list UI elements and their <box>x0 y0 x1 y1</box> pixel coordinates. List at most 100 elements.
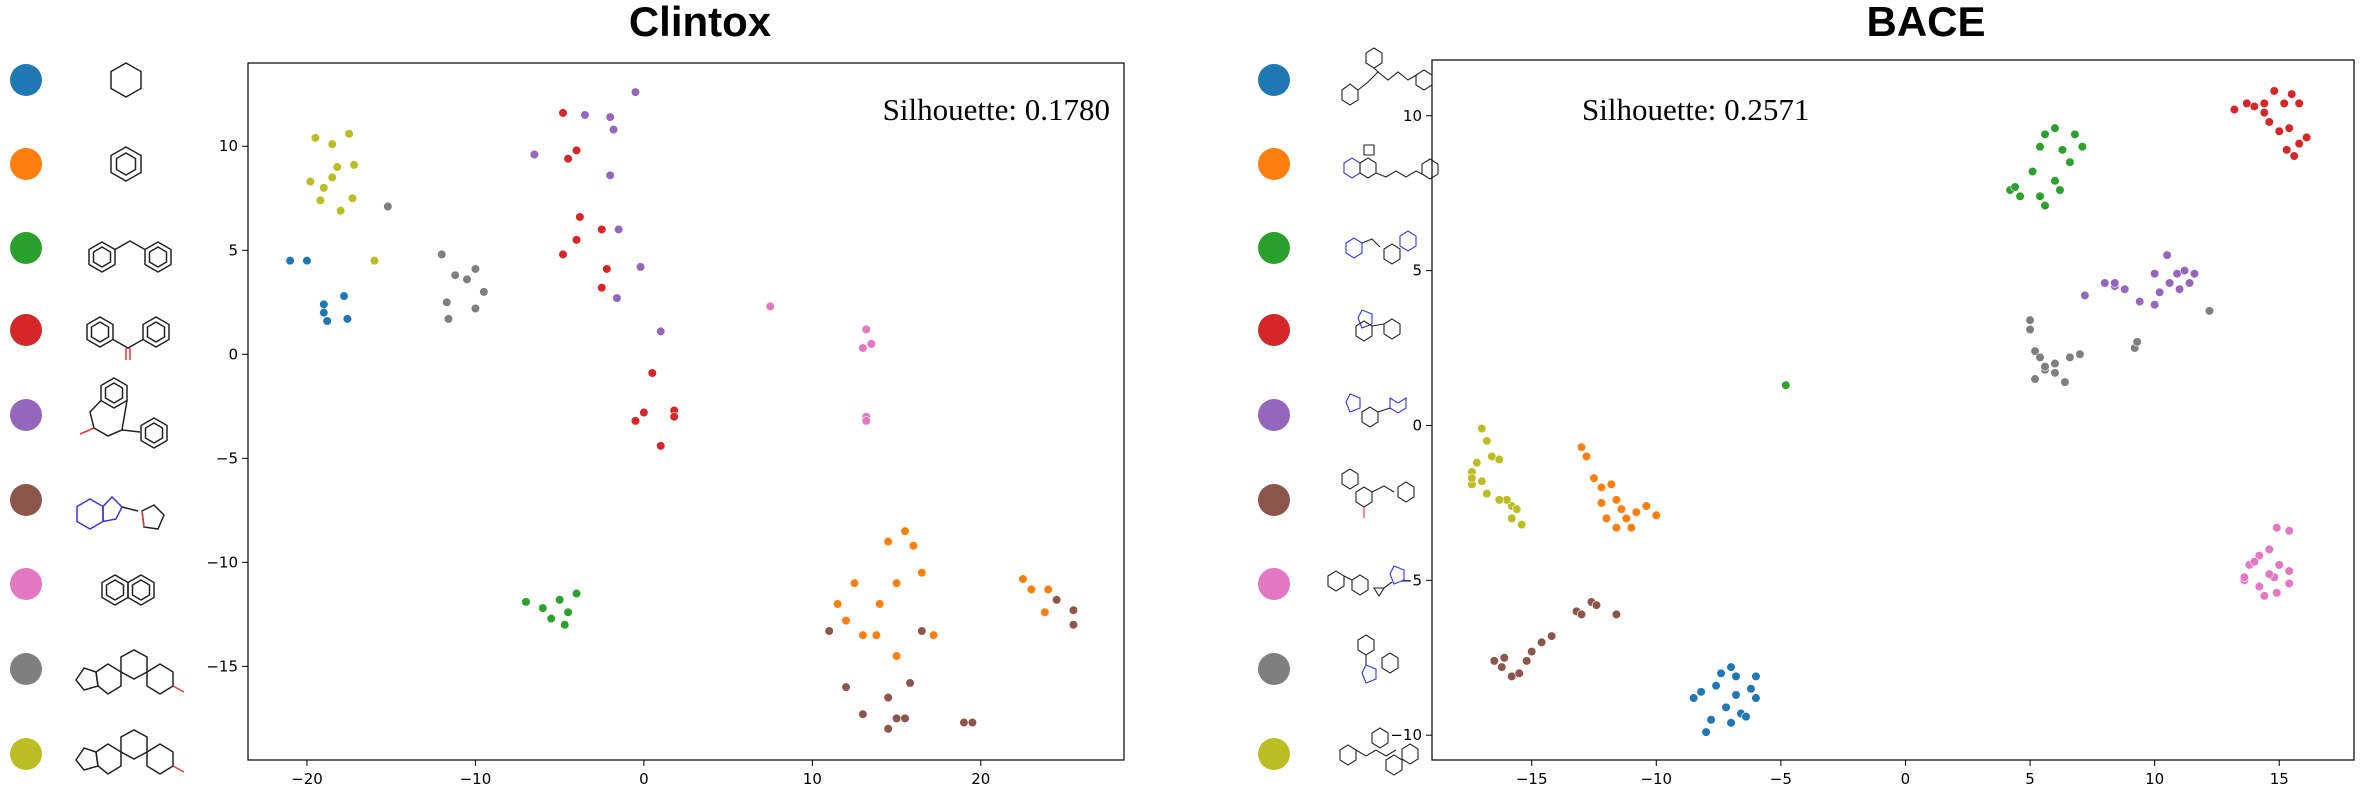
benzodiazepine-structure-icon <box>79 377 168 449</box>
data-point <box>1696 687 1706 697</box>
data-point <box>2259 108 2269 118</box>
data-point <box>560 620 570 630</box>
bace-molecule-4-structure-icon <box>1355 309 1401 342</box>
bace-axes: −15 −10 −5 0 5 10 15 10 5 0 −5 −10 <box>1390 107 2288 788</box>
legend-marker <box>1258 484 1290 516</box>
bace-molecule-8-structure-icon <box>1357 634 1399 684</box>
data-point <box>1497 662 1507 672</box>
data-point <box>2284 526 2294 536</box>
data-point <box>630 87 641 97</box>
data-point <box>319 183 329 193</box>
data-point <box>2272 588 2282 598</box>
data-point <box>1537 637 1547 647</box>
data-point <box>383 201 393 212</box>
data-point <box>327 172 337 183</box>
data-point <box>2065 352 2075 362</box>
data-point <box>2150 300 2160 310</box>
data-point <box>2289 151 2299 161</box>
bace-molecule-9-structure-icon <box>1339 727 1419 776</box>
data-point <box>1547 631 1557 641</box>
data-point <box>2050 176 2060 186</box>
data-point <box>1716 668 1726 678</box>
data-point <box>1711 681 1721 691</box>
data-point <box>1706 715 1716 725</box>
data-point <box>2294 98 2304 108</box>
data-point <box>442 297 452 307</box>
data-point <box>639 407 649 418</box>
data-point <box>2077 142 2087 152</box>
data-point <box>2174 284 2185 294</box>
data-point <box>2050 123 2060 133</box>
data-point <box>347 193 358 203</box>
data-point <box>1477 423 1487 434</box>
data-point <box>597 224 607 235</box>
data-point <box>1589 473 1599 483</box>
bace-points <box>1467 86 2312 737</box>
data-point <box>2120 284 2130 294</box>
data-point <box>1731 671 1741 681</box>
data-point <box>1746 684 1756 694</box>
data-point <box>1018 574 1028 584</box>
legend-marker <box>10 399 42 431</box>
data-point <box>2035 142 2045 152</box>
data-point <box>959 717 969 728</box>
bace-plot-frame <box>1431 59 2355 761</box>
data-point <box>369 256 379 266</box>
legend-marker <box>10 148 42 180</box>
data-point <box>2132 337 2142 347</box>
data-point <box>1517 520 1527 530</box>
x-tick-label: 10 <box>2145 770 2164 788</box>
data-point <box>2050 358 2060 369</box>
data-point <box>1631 507 1641 517</box>
legend-marker <box>1258 653 1290 685</box>
clintox-silhouette-annotation: Silhouette: 0.1780 <box>883 92 1110 127</box>
bace-molecule-7-structure-icon <box>1327 565 1405 598</box>
data-point <box>521 597 531 607</box>
diphenylmethane-structure-icon <box>88 240 172 273</box>
data-point <box>1527 646 1537 657</box>
data-point <box>2189 269 2200 279</box>
data-point <box>2035 191 2045 201</box>
data-point <box>2025 324 2035 335</box>
data-point <box>2259 591 2269 601</box>
data-point <box>1576 609 1587 620</box>
data-point <box>861 324 871 334</box>
data-point <box>1472 458 1482 468</box>
data-point <box>1601 513 1612 524</box>
data-point <box>608 124 619 135</box>
data-point <box>1641 501 1651 511</box>
data-point <box>2272 523 2282 533</box>
data-point <box>967 717 977 728</box>
data-point <box>437 249 447 260</box>
clintox-structure-drawings <box>75 62 185 775</box>
data-point <box>1651 510 1661 520</box>
benzene-structure-icon <box>110 146 142 182</box>
data-point <box>470 303 481 314</box>
y-tick-label: −15 <box>206 657 238 675</box>
data-point <box>2040 362 2050 372</box>
data-point <box>871 630 881 640</box>
data-point <box>2254 581 2264 592</box>
data-point <box>891 713 902 723</box>
data-point <box>571 588 582 599</box>
data-point <box>1591 600 1602 610</box>
data-point <box>310 133 320 143</box>
data-point <box>342 314 352 324</box>
data-point <box>1726 662 1736 672</box>
y-tick-label: 10 <box>1403 107 1422 125</box>
data-point <box>849 578 860 588</box>
data-point <box>883 724 893 734</box>
data-point <box>2302 132 2312 143</box>
data-point <box>319 299 329 309</box>
data-point <box>833 599 843 609</box>
bace-molecule-6-structure-icon <box>1341 468 1415 518</box>
data-point <box>2030 346 2040 356</box>
x-tick-label: 5 <box>2025 770 2035 788</box>
cyclohexane-structure-icon <box>110 62 142 98</box>
clintox-title: Clintox <box>629 0 772 45</box>
data-point <box>858 630 868 640</box>
y-tick-label: 0 <box>1412 416 1422 434</box>
data-point <box>1689 693 1699 703</box>
legend-marker <box>1258 738 1290 770</box>
data-point <box>2282 145 2292 155</box>
